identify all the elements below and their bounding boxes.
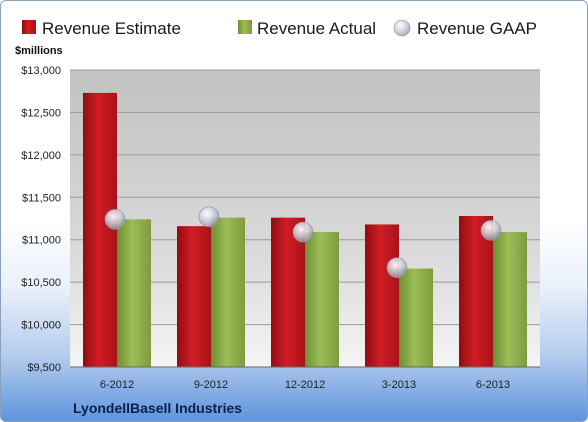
legend-label-estimate: Revenue Estimate [42, 19, 181, 38]
legend-label-gaap: Revenue GAAP [417, 19, 537, 38]
company-name: LyondellBasell Industries [73, 400, 242, 416]
bars [83, 92, 527, 367]
actual-bar [117, 219, 151, 367]
actual-bar [211, 217, 245, 367]
gaap-marker [198, 206, 220, 228]
gaap-marker [480, 220, 502, 241]
y-tick-label: $9,500 [27, 362, 61, 374]
actual-bar [493, 232, 527, 367]
estimate-bar [459, 215, 493, 367]
x-tick-label: 6-2012 [100, 379, 134, 391]
x-axis-ticks: 6-2012 9-2012 12-2012 3-2013 6-2013 [100, 379, 510, 391]
estimate-bar [177, 226, 211, 367]
y-axis-unit-label: $millions [15, 45, 63, 57]
gaap-markers [104, 206, 502, 279]
estimate-bar [365, 224, 399, 367]
x-tick-label: 9-2012 [194, 379, 228, 391]
y-tick-label: $12,000 [21, 150, 61, 162]
actual-bar [399, 268, 433, 367]
legend: Revenue Estimate Revenue Actual Revenue … [22, 19, 537, 38]
gaap-marker [386, 257, 408, 279]
x-tick-label: 12-2012 [285, 379, 325, 391]
gaap-marker [292, 221, 314, 243]
actual-bar [305, 232, 339, 367]
legend-swatch-estimate [22, 20, 36, 34]
estimate-bar [83, 92, 117, 367]
y-tick-label: $12,500 [21, 107, 61, 119]
legend-marker-gaap [393, 19, 411, 37]
y-axis-ticks: $9,500 $10,000 $10,500 $11,000 $11,500 $12,00… [21, 65, 61, 374]
y-tick-label: $13,000 [21, 65, 61, 77]
y-tick-label: $11,500 [22, 192, 61, 204]
x-tick-label: 3-2013 [382, 379, 416, 391]
x-tick-label: 6-2013 [476, 379, 510, 391]
legend-swatch-actual [238, 20, 252, 34]
y-tick-label: $11,000 [22, 235, 61, 247]
y-tick-label: $10,000 [21, 320, 61, 332]
y-tick-label: $10,500 [21, 277, 61, 289]
gaap-marker [104, 209, 126, 230]
estimate-bar [271, 217, 305, 367]
legend-label-actual: Revenue Actual [257, 19, 376, 38]
